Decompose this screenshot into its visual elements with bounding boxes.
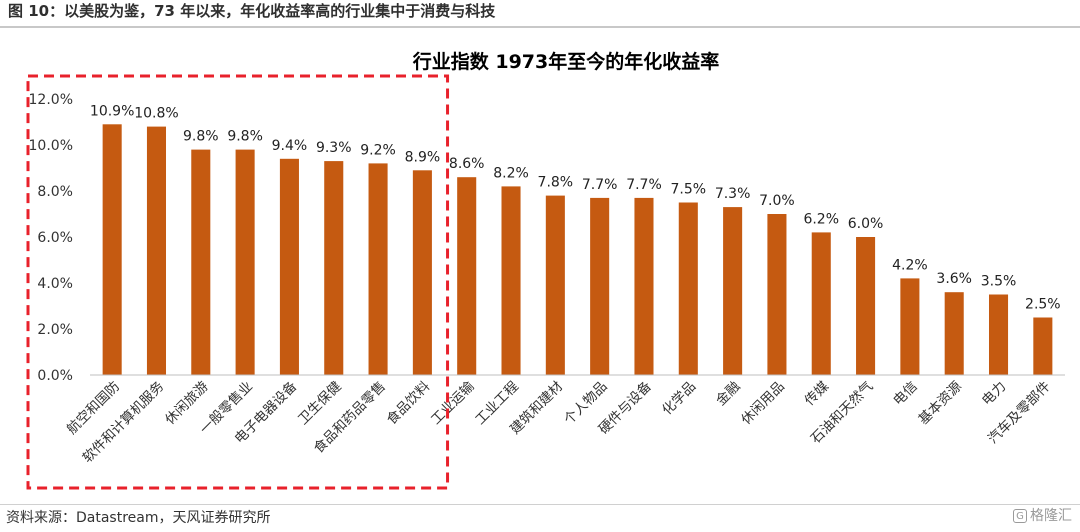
category-label: 休闲用品 [738, 379, 787, 428]
category-label: 传媒 [802, 378, 833, 409]
data-labels: 10.9% 10.8% 9.8% 9.8% 9.4% 9.3% 9.2% 8.9% 8.6% 8.… [90, 103, 1061, 312]
category-labels: 航空和国防软件和计算机服务休闲旅游一般零售业电子电器设备卫生保健食品和药品零售食… [64, 377, 1054, 466]
data-label: 7.5% [671, 182, 707, 198]
y-tick-label: 4.0% [37, 276, 73, 292]
y-tick-label: 10.0% [29, 138, 73, 154]
category-label: 食品饮料 [383, 377, 434, 428]
bar [678, 202, 698, 375]
bar [235, 149, 255, 375]
data-label: 7.3% [715, 186, 751, 202]
data-label: 9.8% [183, 129, 219, 145]
category-label: 电信 [890, 379, 920, 409]
data-label: 3.6% [936, 271, 972, 287]
bar [1033, 317, 1053, 375]
category-label: 软件和计算机服务 [80, 379, 168, 467]
watermark-text: 格隆汇 [1030, 508, 1072, 524]
bar [412, 170, 432, 375]
bar [146, 126, 167, 375]
bar [457, 177, 477, 375]
footer-divider [0, 504, 1080, 505]
bar [324, 161, 344, 375]
bar [723, 207, 743, 375]
data-label: 10.9% [90, 103, 134, 119]
y-axis: 0.0% 2.0% 4.0% 6.0% 8.0% 10.0% 12.0% [29, 92, 73, 384]
data-label: 9.8% [227, 129, 263, 145]
data-label: 10.8% [134, 106, 178, 122]
data-label: 4.2% [892, 257, 928, 273]
data-label: 7.8% [538, 175, 574, 191]
bar [545, 195, 565, 375]
bar [368, 163, 388, 375]
bar [944, 292, 964, 375]
data-label: 6.2% [803, 211, 839, 227]
category-label: 化学品 [659, 379, 699, 419]
bar [590, 197, 610, 375]
data-label: 8.6% [449, 156, 485, 172]
y-tick-label: 2.0% [37, 322, 73, 338]
y-tick-label: 0.0% [37, 368, 73, 384]
data-label: 3.5% [981, 274, 1017, 290]
bar-chart: 行业指数 1973年至今的年化收益率 0.0% 2.0% 4.0% 6.0% 8.0% 1… [26, 50, 1065, 490]
bar [191, 149, 211, 375]
highlight-box [26, 74, 450, 490]
bar [900, 278, 920, 375]
watermark-logo-icon: G [1013, 509, 1027, 523]
caption-divider [0, 26, 1080, 28]
data-label: 7.0% [759, 193, 795, 209]
y-tick-label: 6.0% [37, 230, 73, 246]
bar [767, 214, 787, 375]
data-label: 8.2% [493, 165, 529, 181]
bar [811, 232, 831, 375]
bar [856, 237, 876, 375]
watermark: G 格隆汇 [1013, 506, 1072, 526]
chart-title: 行业指数 1973年至今的年化收益率 [412, 50, 720, 73]
data-label: 7.7% [626, 177, 662, 193]
data-label: 6.0% [848, 216, 884, 232]
category-label: 电力 [979, 379, 1009, 409]
y-tick-label: 12.0% [29, 92, 73, 108]
y-tick-label: 8.0% [37, 184, 73, 200]
figure-caption: 图 10：以美股为鉴，73 年以来，年化收益率高的行业集中于消费与科技 [8, 2, 496, 20]
bar [279, 158, 299, 375]
bars [102, 124, 1053, 375]
data-label: 7.7% [582, 177, 618, 193]
data-label: 9.4% [272, 138, 308, 154]
source-note: 资料来源：Datastream，天风证券研究所 [6, 510, 271, 526]
bar [102, 124, 122, 375]
data-label: 9.2% [360, 142, 396, 158]
bar [501, 186, 521, 375]
bar [988, 294, 1009, 375]
data-label: 9.3% [316, 140, 352, 156]
category-label: 金融 [713, 378, 744, 409]
data-label: 2.5% [1025, 297, 1061, 313]
bar [634, 197, 654, 375]
category-label: 基本资源 [915, 377, 966, 428]
category-label: 工业运输 [428, 378, 478, 428]
data-label: 8.9% [405, 149, 441, 165]
